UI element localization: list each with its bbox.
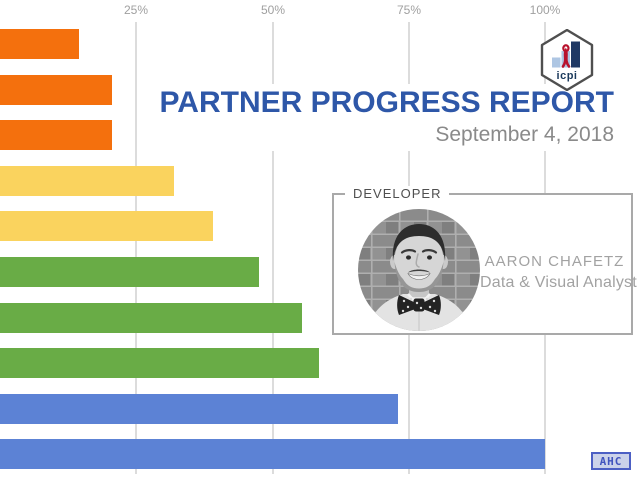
axis-tick-label: 100% bbox=[529, 3, 561, 17]
bow-tie bbox=[397, 295, 441, 315]
axis-tick-label: 75% bbox=[396, 3, 422, 17]
developer-info: AARON CHAFETZ Data & Visual Analyst bbox=[480, 253, 637, 292]
bar-10 bbox=[0, 439, 545, 469]
gridline-25% bbox=[135, 22, 137, 474]
ahc-badge-text: AHC bbox=[599, 454, 623, 468]
bar-5 bbox=[0, 211, 213, 241]
portrait-man bbox=[366, 224, 472, 331]
bar-9 bbox=[0, 394, 398, 424]
icpi-logo-text: icpi bbox=[557, 70, 578, 82]
bar-7 bbox=[0, 303, 302, 333]
bar-8 bbox=[0, 348, 319, 378]
bar-1 bbox=[0, 29, 79, 59]
axis-tick-label: 50% bbox=[260, 3, 286, 17]
developer-card-label: DEVELOPER bbox=[345, 186, 450, 201]
aids-ribbon-icon bbox=[561, 44, 571, 68]
slide-title: PARTNER PROGRESS REPORT bbox=[159, 86, 615, 119]
slide-subtitle: September 4, 2018 bbox=[435, 123, 614, 146]
title-block: PARTNER PROGRESS REPORT September 4, 201… bbox=[143, 84, 615, 151]
developer-name: AARON CHAFETZ bbox=[484, 253, 625, 270]
gridline-50% bbox=[272, 22, 274, 474]
developer-photo bbox=[358, 209, 480, 331]
ahc-badge: AHC bbox=[591, 452, 631, 470]
bar-2 bbox=[0, 75, 112, 105]
developer-card: DEVELOPER bbox=[332, 186, 637, 335]
icpi-logo: icpi bbox=[540, 29, 594, 91]
bar-4 bbox=[0, 166, 174, 196]
bar-3 bbox=[0, 120, 112, 150]
developer-role: Data & Visual Analyst bbox=[480, 274, 637, 291]
bar-6 bbox=[0, 257, 259, 287]
axis-tick-label: 25% bbox=[123, 3, 149, 17]
